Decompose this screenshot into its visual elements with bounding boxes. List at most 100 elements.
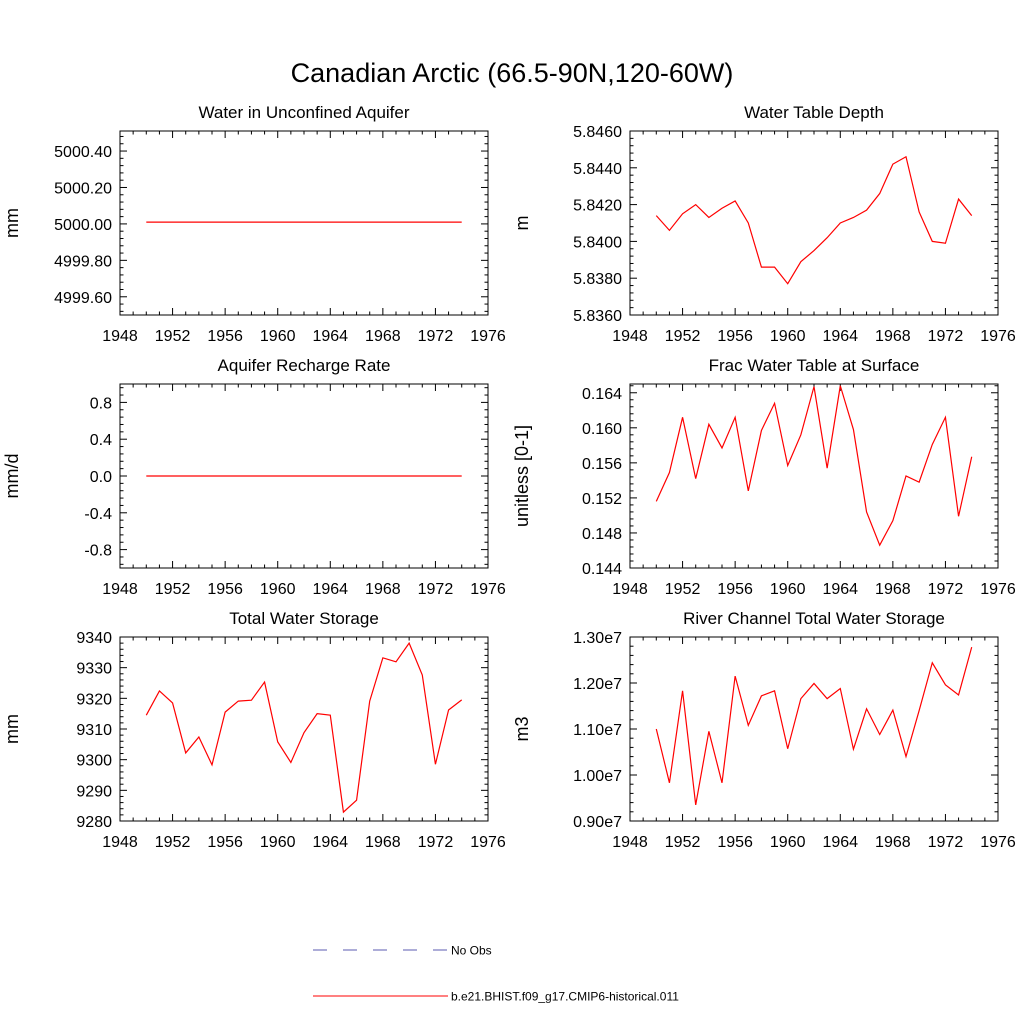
y-tick-label: 1.10e7 <box>573 722 622 739</box>
y-axis-label: unitless [0-1] <box>512 425 532 527</box>
legend-label-2: b.e21.BHIST.f09_g17.CMIP6-historical.011 <box>451 990 679 1004</box>
x-tick-label: 1952 <box>155 328 191 345</box>
y-tick-label: 5.8420 <box>573 198 622 215</box>
y-tick-label: 0.152 <box>582 491 622 508</box>
x-tick-label: 1972 <box>418 581 454 598</box>
chart-panel-1: Water in Unconfined Aquifer 1948 1952 1956 1… <box>2 103 506 345</box>
panel-title: River Channel Total Water Storage <box>683 609 945 628</box>
y-tick-label: 9300 <box>76 753 112 770</box>
x-tick-label: 1948 <box>612 581 648 598</box>
x-tick-label: 1964 <box>822 581 858 598</box>
x-tick-label: 1976 <box>470 834 506 851</box>
y-tick-label: 9340 <box>76 630 112 647</box>
y-tick-label: 0.144 <box>582 561 622 578</box>
y-axis-label: mm/d <box>2 454 22 499</box>
y-axis-label: m <box>512 216 532 231</box>
y-tick-label: 4999.60 <box>54 290 112 307</box>
y-tick-label: 5000.20 <box>54 180 112 197</box>
x-tick-label: 1956 <box>207 328 243 345</box>
y-axis-label: m3 <box>512 716 532 741</box>
series-line-1 <box>145 641 463 814</box>
chart-panel-2: Water Table Depth 1948 1952 1956 1960 1964 196… <box>512 103 1016 345</box>
x-tick-label: 1956 <box>207 834 243 851</box>
figure-title: Canadian Arctic (66.5-90N,120-60W) <box>291 58 734 88</box>
panel-title: Water in Unconfined Aquifer <box>198 103 409 122</box>
panel-title: Water Table Depth <box>744 103 884 122</box>
y-axis-label: mm <box>2 208 22 238</box>
chart-panel-4: Frac Water Table at Surface 1948 1952 1956 1… <box>512 356 1016 598</box>
y-tick-label: 0.148 <box>582 526 622 543</box>
y-tick-label: 1.20e7 <box>573 676 622 693</box>
x-tick-label: 1964 <box>312 328 348 345</box>
y-tick-label: 9280 <box>76 814 112 831</box>
y-tick-label: 9320 <box>76 691 112 708</box>
y-tick-label: 0.4 <box>90 432 112 449</box>
x-tick-label: 1960 <box>770 581 806 598</box>
y-tick-label: 0.0 <box>90 469 112 486</box>
y-axis-label: mm <box>2 714 22 744</box>
y-tick-label: 0.156 <box>582 456 622 473</box>
x-tick-label: 1952 <box>155 834 191 851</box>
x-tick-label: 1960 <box>260 328 296 345</box>
x-tick-label: 1964 <box>312 834 348 851</box>
y-tick-label: 5.8400 <box>573 234 622 251</box>
panel-title: Aquifer Recharge Rate <box>218 356 391 375</box>
y-tick-label: 0.8 <box>90 395 112 412</box>
x-tick-label: 1964 <box>312 581 348 598</box>
y-tick-label: 5.8440 <box>573 161 622 178</box>
panel-title: Frac Water Table at Surface <box>709 356 920 375</box>
x-tick-label: 1956 <box>717 581 753 598</box>
y-tick-label: 0.164 <box>582 386 622 403</box>
chart-panel-6: River Channel Total Water Storage 1948 195… <box>512 609 1016 851</box>
y-tick-label: 1.30e7 <box>573 630 622 647</box>
x-tick-label: 1976 <box>470 328 506 345</box>
plot-frame <box>629 636 999 822</box>
x-tick-label: 1948 <box>102 581 138 598</box>
y-tick-label: 9290 <box>76 783 112 800</box>
series-line-1 <box>655 155 973 285</box>
y-tick-label: -0.4 <box>84 506 112 523</box>
legend: No Obs b.e21.BHIST.f09_g17.CMIP6-historic… <box>313 944 679 1004</box>
x-tick-label: 1972 <box>928 328 964 345</box>
x-tick-label: 1976 <box>980 328 1016 345</box>
x-tick-label: 1956 <box>207 581 243 598</box>
y-tick-label: 9310 <box>76 722 112 739</box>
x-tick-label: 1972 <box>928 581 964 598</box>
x-tick-label: 1964 <box>822 834 858 851</box>
x-tick-label: 1960 <box>770 328 806 345</box>
x-tick-label: 1972 <box>418 328 454 345</box>
y-tick-label: -0.8 <box>84 543 112 560</box>
panel-title: Total Water Storage <box>229 609 379 628</box>
plot-frame <box>629 383 999 569</box>
x-tick-label: 1964 <box>822 328 858 345</box>
x-tick-label: 1960 <box>770 834 806 851</box>
chart-panel-3: Aquifer Recharge Rate 1948 1952 1956 1960 196… <box>2 356 506 598</box>
series-line-1 <box>655 385 973 547</box>
x-tick-label: 1968 <box>875 834 911 851</box>
y-tick-label: 9330 <box>76 661 112 678</box>
legend-label-1: No Obs <box>451 944 492 958</box>
x-tick-label: 1948 <box>102 834 138 851</box>
y-tick-label: 5000.00 <box>54 217 112 234</box>
y-tick-label: 1.00e7 <box>573 768 622 785</box>
x-tick-label: 1968 <box>875 581 911 598</box>
plot-frame <box>119 636 489 822</box>
x-tick-label: 1968 <box>365 834 401 851</box>
x-tick-label: 1976 <box>980 581 1016 598</box>
x-tick-label: 1952 <box>155 581 191 598</box>
chart-panels: Water in Unconfined Aquifer 1948 1952 1956 1… <box>2 103 1016 851</box>
x-tick-label: 1956 <box>717 834 753 851</box>
x-tick-label: 1972 <box>418 834 454 851</box>
x-tick-label: 1960 <box>260 581 296 598</box>
x-tick-label: 1976 <box>980 834 1016 851</box>
x-tick-label: 1972 <box>928 834 964 851</box>
x-tick-label: 1968 <box>365 581 401 598</box>
x-tick-label: 1952 <box>665 581 701 598</box>
x-tick-label: 1948 <box>102 328 138 345</box>
x-tick-label: 1948 <box>612 834 648 851</box>
x-tick-label: 1968 <box>365 328 401 345</box>
x-tick-label: 1956 <box>717 328 753 345</box>
y-tick-label: 0.90e7 <box>573 814 622 831</box>
x-tick-label: 1968 <box>875 328 911 345</box>
